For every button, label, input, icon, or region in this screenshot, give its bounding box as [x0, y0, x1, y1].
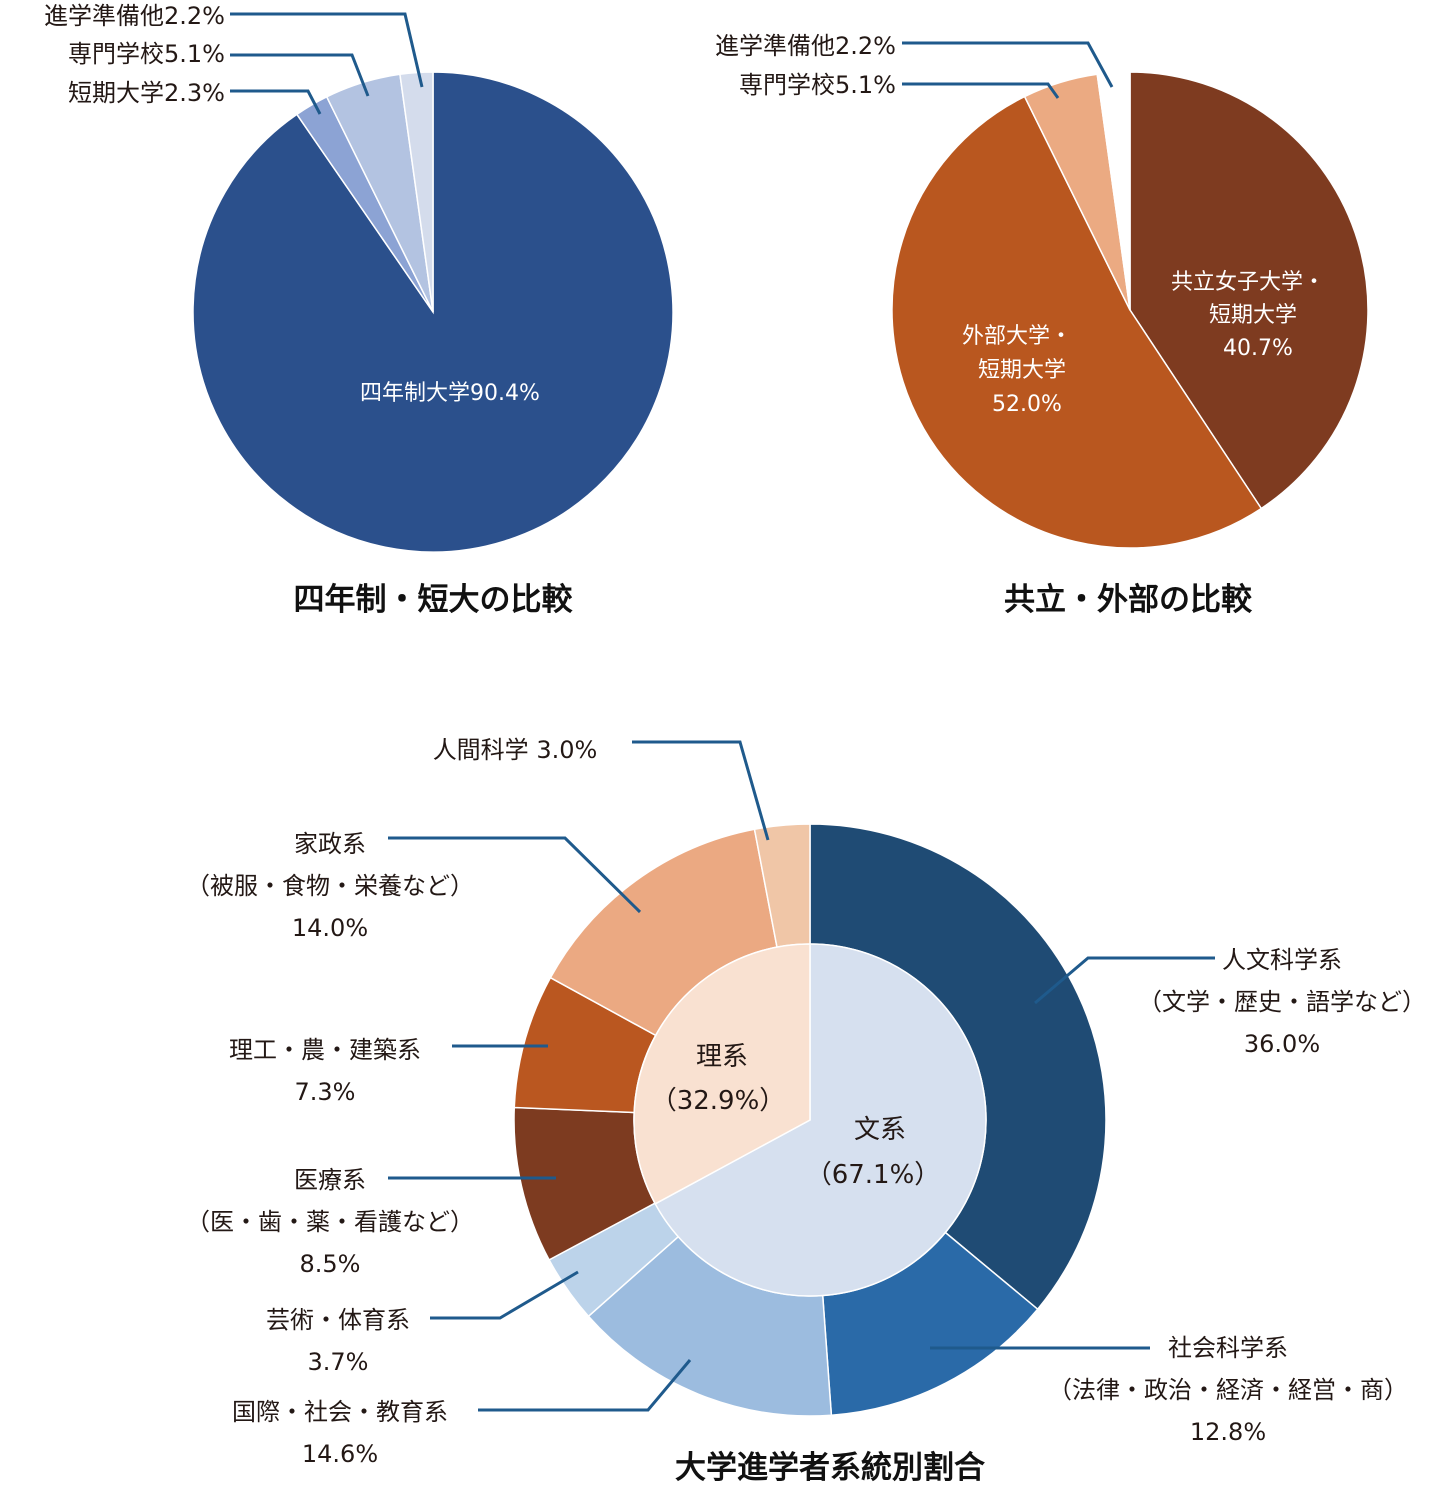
pie-chart-four-year-vs-junior: 四年制大学90.4% 短期大学2.3% 専門学校5.1% 進学準備他2.2%	[44, 2, 674, 553]
donut-outer-label-6-line-0: 家政系	[294, 830, 366, 858]
pie1-label-2: 専門学校5.1%	[68, 40, 225, 68]
chart3-title: 大学進学者系統別割合	[675, 1450, 985, 1486]
donut-outer-label-0-line-0: 人文科学系	[1222, 946, 1342, 974]
donut-outer-label-4-line-2: 8.5%	[300, 1250, 361, 1278]
pie-chart-kyoritsu-vs-external: 共立女子大学・短期大学40.7%外部大学・短期大学52.0%専門学校5.1%進学…	[715, 32, 1369, 549]
pie2-label-1-line-1: 短期大学	[978, 358, 1066, 383]
pie1-label-0: 四年制大学90.4%	[360, 381, 540, 406]
donut-outer-label-5-line-0: 理工・農・建築系	[229, 1036, 421, 1064]
donut-inner-label-1-line-0: 理系	[696, 1042, 748, 1072]
donut-chart-major-fields: 文系 （67.1%） 理系 （32.9%） 人文科学系 （文学・歴史・語学など） 36.0%…	[186, 736, 1426, 1468]
chart2-title: 共立・外部の比較	[1004, 582, 1253, 618]
pie1-label-1: 短期大学2.3%	[68, 79, 225, 107]
donut-outer-label-1-line-1: （法律・政治・経済・経営・商）	[1048, 1376, 1408, 1404]
pie1-leader-1	[230, 89, 322, 115]
donut-outer-label-0-line-2: 36.0%	[1244, 1030, 1320, 1058]
donut-outer-label-2-line-1: 14.6%	[302, 1440, 378, 1468]
pie2-label-0-line-0: 共立女子大学・	[1171, 270, 1325, 295]
donut-inner-label-0-line-0: 文系	[854, 1115, 906, 1145]
donut-outer-label-4-line-0: 医療系	[294, 1166, 366, 1194]
donut-leader-3	[430, 1270, 579, 1320]
donut-leader-6	[388, 836, 642, 914]
donut-outer-label-1-line-2: 12.8%	[1190, 1418, 1266, 1446]
pie1-leader-2	[230, 53, 370, 97]
pie2-leader-3	[902, 41, 1114, 88]
pie2-label-0-line-1: 短期大学	[1209, 303, 1297, 328]
donut-inner-slice-0	[654, 943, 987, 1297]
pie1-slice-0	[192, 71, 674, 553]
pie1-label-3: 進学準備他2.2%	[44, 2, 225, 30]
donut-outer-label-0-line-1: （文学・歴史・語学など）	[1138, 988, 1426, 1016]
donut-inner-label-1-line-1: （32.9%）	[651, 1086, 786, 1116]
donut-leader-0	[1034, 956, 1215, 1005]
donut-outer-label-6-line-1: （被服・食物・栄養など）	[186, 872, 474, 900]
pie2-leader-2	[902, 82, 1060, 99]
pie2-label-0-line-2: 40.7%	[1223, 336, 1293, 361]
donut-outer-label-7-line-0: 人間科学 3.0%	[433, 736, 598, 764]
pie1-leader-3	[230, 12, 424, 88]
donut-outer-label-3-line-0: 芸術・体育系	[266, 1306, 410, 1334]
donut-outer-label-2-line-0: 国際・社会・教育系	[232, 1398, 448, 1426]
donut-inner-slice-1	[633, 943, 811, 1205]
pie2-label-1-line-2: 52.0%	[992, 392, 1062, 417]
donut-leader-2	[478, 1359, 692, 1412]
donut-outer-label-6-line-2: 14.0%	[292, 914, 368, 942]
pie2-label-1-line-0: 外部大学・	[962, 324, 1072, 349]
chart1-title: 四年制・短大の比較	[294, 582, 574, 618]
donut-outer-label-1-line-0: 社会科学系	[1168, 1334, 1288, 1362]
donut-outer-label-4-line-1: （医・歯・薬・看護など）	[186, 1208, 474, 1236]
donut-inner-label-0-line-1: （67.1%）	[806, 1160, 941, 1190]
pie2-slice-1	[891, 95, 1263, 549]
pie2-slice-3	[1096, 71, 1131, 311]
donut-leader-7	[632, 740, 770, 841]
donut-outer-label-5-line-1: 7.3%	[295, 1078, 356, 1106]
pie2-label-2: 専門学校5.1%	[739, 71, 896, 99]
donut-outer-label-3-line-1: 3.7%	[308, 1348, 369, 1376]
pie2-label-3: 進学準備他2.2%	[715, 32, 896, 60]
pie1-slice-3	[399, 71, 434, 313]
